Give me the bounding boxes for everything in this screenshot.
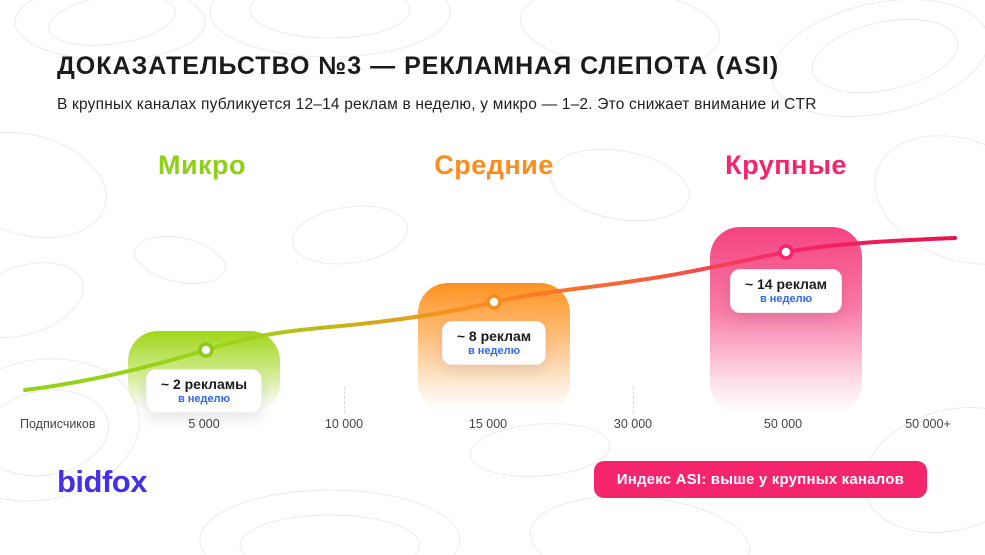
category-label-medium: Средние xyxy=(434,150,554,180)
category-label-large: Крупные xyxy=(725,150,847,180)
x-tick-30000: 30 000 xyxy=(613,417,653,431)
x-axis-title: Подписчиков xyxy=(20,417,96,431)
ads-badge-unit: в неделю xyxy=(467,345,521,357)
x-tick-50000: 50 000 xyxy=(763,417,803,431)
ads-badge-unit: в неделю xyxy=(759,293,813,305)
x-tick-50000plus: 50 000+ xyxy=(905,417,951,431)
ads-badge-value: ~ 14 реклам xyxy=(744,276,828,292)
ads-badge-value: ~ 2 рекламы xyxy=(160,376,248,392)
category-label-micro: Микро xyxy=(157,150,247,180)
bar-large xyxy=(710,227,862,413)
ads-badge-unit: в неделю xyxy=(177,393,231,405)
ads-badge-micro: ~ 2 рекламы в неделю xyxy=(145,369,263,413)
x-tick-15000: 15 000 xyxy=(468,417,508,431)
bidfox-logo[interactable]: bidfox xyxy=(57,464,148,499)
x-tick-5000: 5 000 xyxy=(188,417,220,431)
page-subtitle: В крупных каналах публикуется 12–14 рекл… xyxy=(57,96,817,113)
ads-badge-medium: ~ 8 реклам в неделю xyxy=(441,321,547,365)
asi-index-button[interactable]: Индекс ASI: выше у крупных каналов xyxy=(593,461,927,498)
axis-dashed-tick-30000 xyxy=(633,387,634,413)
axis-dashed-tick-10000 xyxy=(344,387,345,413)
x-tick-10000: 10 000 xyxy=(324,417,364,431)
ads-badge-large: ~ 14 реклам в неделю xyxy=(729,269,843,313)
page-title: ДОКАЗАТЕЛЬСТВО №3 — РЕКЛАМНАЯ СЛЕПОТА (A… xyxy=(57,52,780,80)
ads-badge-value: ~ 8 реклам xyxy=(456,328,532,344)
